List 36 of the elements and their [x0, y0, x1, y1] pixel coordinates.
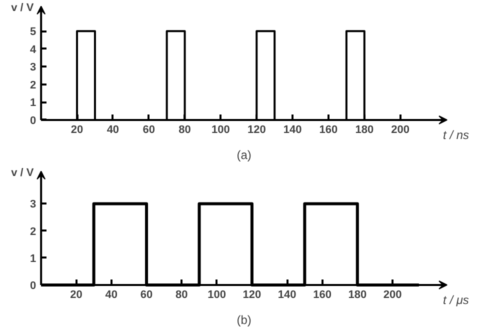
- x-tick-label: 160: [319, 124, 338, 136]
- x-tick-label: 140: [278, 288, 296, 301]
- y-tick-label: 3: [30, 62, 36, 74]
- y-tick-label: 2: [30, 226, 36, 238]
- x-tick-label: 40: [105, 288, 118, 301]
- y-axis-title: v / V: [11, 167, 34, 180]
- x-tick-label: 200: [391, 124, 410, 136]
- y-tick-label: 4: [30, 44, 37, 56]
- x-tick-label: 100: [208, 288, 226, 301]
- x-tick-label: 80: [178, 124, 191, 136]
- y-tick-label: 0: [30, 280, 36, 292]
- text: (a): [236, 148, 252, 162]
- x-tick-label: 60: [142, 124, 155, 136]
- x-axis-title: t / ns: [443, 128, 470, 142]
- y-axis-title: v / V: [11, 2, 34, 14]
- x-tick-label: 180: [355, 124, 374, 136]
- x-tick-label: 180: [348, 288, 367, 301]
- x-tick-label: 60: [140, 288, 153, 301]
- x-axis-title: t / μs: [443, 292, 469, 307]
- text: (b): [236, 312, 252, 327]
- x-tick-label: 120: [247, 124, 266, 136]
- x-tick-label: 160: [313, 288, 332, 301]
- x-tick-label: 40: [106, 124, 120, 136]
- x-tick-label: 140: [283, 124, 302, 136]
- y-tick-label: 5: [30, 26, 36, 38]
- y-tick-label: 1: [30, 252, 36, 265]
- x-tick-label: 80: [176, 288, 188, 301]
- y-tick-label: 1: [30, 97, 36, 110]
- x-tick-label: 100: [212, 124, 230, 136]
- y-tick-label: 3: [30, 198, 36, 211]
- y-tick-label: 2: [30, 79, 36, 92]
- x-tick-label: 20: [70, 124, 84, 136]
- x-tick-label: 120: [242, 288, 262, 301]
- y-tick-label: 0: [30, 114, 36, 127]
- x-tick-label: 200: [383, 288, 402, 301]
- x-tick-label: 20: [70, 288, 82, 301]
